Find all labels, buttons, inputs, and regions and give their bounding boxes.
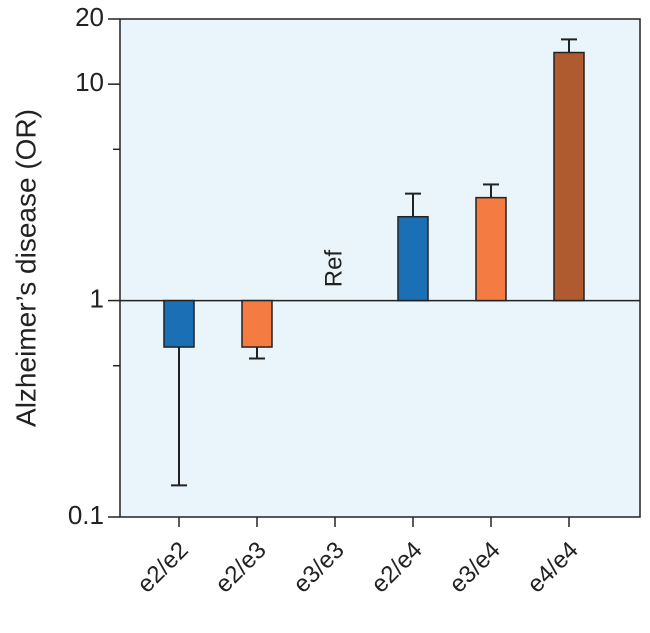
bar [163, 299, 195, 348]
y-axis-label: Alzheimer’s disease (OR) [10, 109, 41, 427]
x-tick-label: e2/e2 [132, 537, 194, 599]
bar [241, 299, 273, 348]
y-tick-label: 10 [75, 67, 104, 97]
x-tick-label: e3/e3 [288, 537, 350, 599]
bar [475, 196, 507, 302]
x-tick-label: e3/e4 [444, 537, 506, 599]
x-tick-label: e4/e4 [522, 537, 584, 599]
y-tick-label: 20 [75, 2, 104, 32]
y-tick-label: 0.1 [68, 500, 104, 530]
x-tick-label: e2/e3 [210, 537, 272, 599]
x-tick-label: e2/e4 [366, 537, 428, 599]
annotation: Ref [320, 250, 347, 288]
bar [553, 51, 585, 302]
y-tick-label: 1 [90, 283, 104, 313]
bar [397, 215, 429, 302]
